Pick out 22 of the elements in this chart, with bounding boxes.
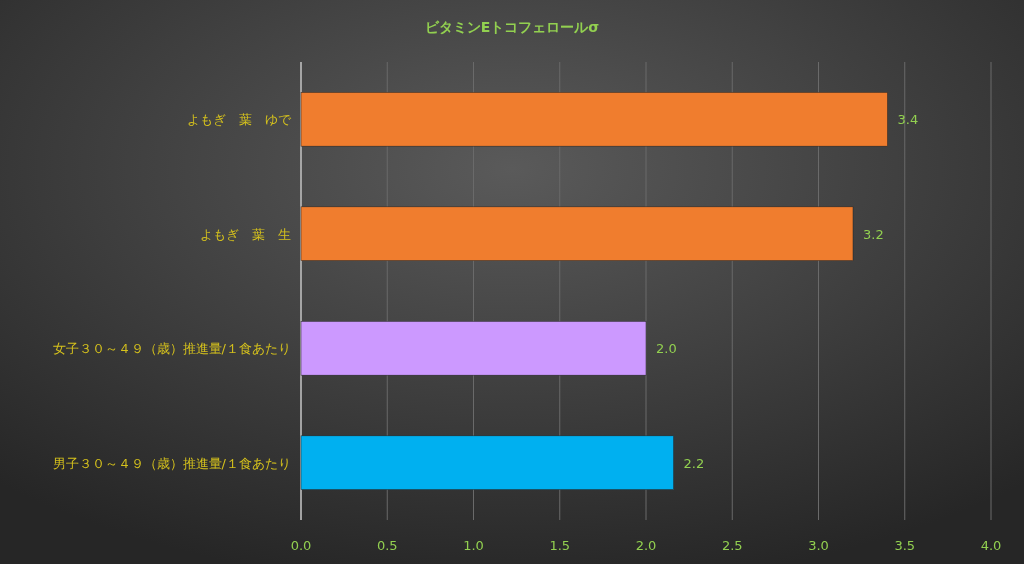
x-tick-label: 1.5 [549, 538, 571, 553]
x-tick-label: 2.5 [721, 538, 743, 553]
x-tick-label: 2.0 [635, 538, 657, 553]
data-label: 3.4 [897, 112, 919, 128]
y-tick-label: よもぎ 葉 ゆで [187, 112, 292, 128]
y-tick-label: よもぎ 葉 生 [200, 226, 291, 242]
x-tick-label: 3.5 [894, 538, 916, 553]
x-tick-label: 3.0 [808, 538, 829, 553]
x-tick-label: 4.0 [980, 538, 1002, 553]
data-label: 2.0 [656, 341, 677, 357]
x-tick-label: 0.5 [376, 538, 398, 553]
data-label: 2.2 [683, 455, 705, 471]
data-label: 3.2 [863, 226, 884, 242]
y-tick-label: 女子３０～４９（歳）推進量/１食あたり [52, 341, 291, 357]
bar [300, 206, 854, 261]
chart-title: ビタミンEトコフェロールσ [424, 19, 600, 35]
bar [300, 92, 888, 147]
x-tick-label: 1.0 [463, 538, 484, 553]
bar [300, 321, 647, 376]
bar [300, 435, 674, 490]
y-tick-label: 男子３０～４９（歳）推進量/１食あたり [52, 455, 291, 471]
x-tick-label: 0.0 [290, 538, 312, 553]
